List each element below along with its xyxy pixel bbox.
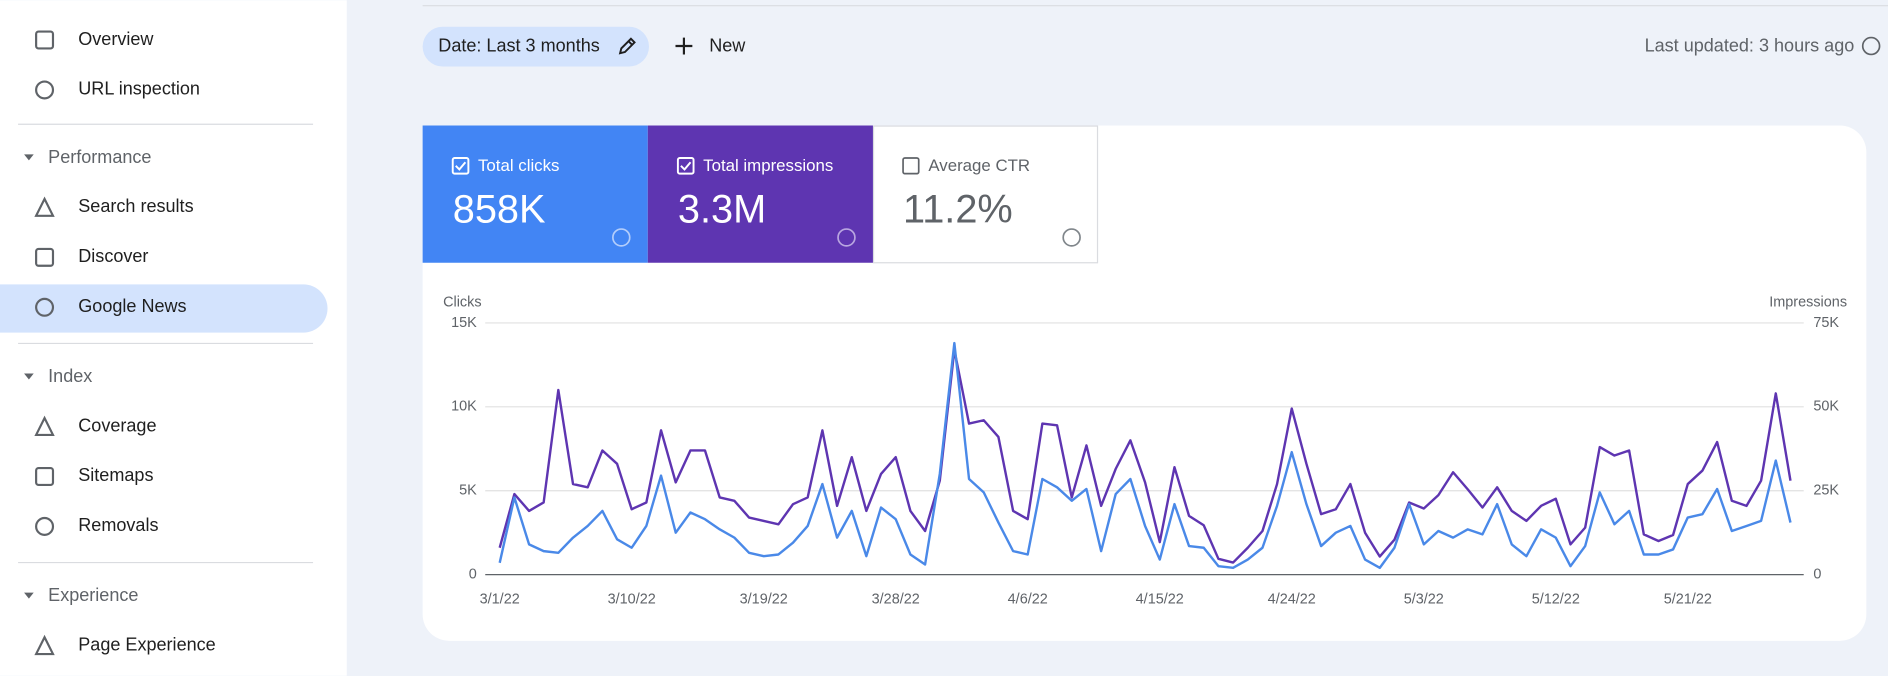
nav-selected — [0, 284, 328, 333]
y2-tick-label: 0 — [1813, 566, 1821, 582]
y-tick-label: 0 — [469, 566, 477, 582]
date-chip[interactable] — [422, 26, 649, 67]
help-icon[interactable] — [612, 228, 631, 247]
metric-value: 858K — [453, 188, 546, 232]
nav-item[interactable]: Sitemaps — [78, 465, 153, 485]
y2-axis-label: Impressions — [1769, 294, 1847, 310]
nav-item[interactable]: Google News — [78, 296, 186, 316]
x-tick-label: 4/6/22 — [1008, 592, 1048, 608]
y-axis-label: Clicks — [443, 294, 482, 310]
checkbox[interactable] — [451, 157, 470, 175]
section-caret — [24, 154, 34, 161]
metric-value: 3.3M — [678, 188, 766, 232]
help-icon[interactable] — [1062, 228, 1081, 247]
x-tick-label: 3/19/22 — [740, 592, 788, 608]
series-line — [498, 341, 1792, 570]
y-tick-label: 15K — [451, 315, 477, 331]
nav-item[interactable]: Page Experience — [78, 634, 215, 654]
x-tick-label: 5/12/22 — [1532, 592, 1580, 608]
nav-icon — [34, 415, 55, 437]
impressions-card[interactable] — [647, 125, 873, 263]
nav-icon — [35, 297, 55, 317]
add-icon — [675, 37, 693, 55]
nav-section[interactable]: Experience — [48, 585, 138, 605]
x-tick-label: 3/28/22 — [872, 592, 920, 608]
nav-icon — [34, 634, 55, 656]
x-tick-label: 4/15/22 — [1136, 592, 1184, 608]
nav-icon — [35, 466, 55, 486]
new-button[interactable]: New — [709, 35, 746, 55]
help-icon[interactable] — [1861, 36, 1881, 56]
nav-item[interactable]: Search results — [78, 196, 193, 216]
metric-label: Total clicks — [478, 156, 559, 175]
help-icon[interactable] — [837, 228, 856, 247]
sidebar — [0, 0, 347, 676]
date-chip-label: Date: Last 3 months — [438, 35, 600, 55]
y-tick-label: 5K — [459, 483, 477, 499]
y2-tick-label: 25K — [1813, 483, 1839, 499]
metric-label: Total impressions — [703, 156, 833, 175]
nav-icon — [35, 516, 55, 536]
y-tick-label: 10K — [451, 399, 477, 415]
nav-item[interactable]: Removals — [78, 515, 158, 535]
check — [680, 161, 692, 171]
section-caret — [24, 373, 34, 380]
nav-section[interactable]: Index — [48, 366, 92, 386]
nav-item[interactable]: Overview — [78, 29, 154, 49]
clicks-card[interactable] — [422, 125, 648, 263]
x-tick-label: 5/21/22 — [1664, 592, 1712, 608]
x-tick-label: 3/10/22 — [608, 592, 656, 608]
nav-icon — [35, 247, 55, 267]
y2-tick-label: 50K — [1813, 399, 1839, 415]
checkbox[interactable] — [676, 157, 695, 175]
section-caret — [24, 592, 34, 599]
x-tick-label: 4/24/22 — [1268, 592, 1316, 608]
checkbox[interactable] — [902, 157, 920, 175]
metric-label: Average CTR — [928, 156, 1030, 175]
nav-icon — [35, 30, 55, 50]
y2-tick-label: 75K — [1813, 315, 1839, 331]
last-updated: Last updated: 3 hours ago — [1645, 35, 1855, 55]
ctr-card[interactable] — [872, 125, 1099, 264]
edit-icon — [618, 37, 636, 55]
check — [455, 161, 467, 171]
nav-section[interactable]: Performance — [48, 147, 151, 167]
series-line — [498, 348, 1792, 564]
x-tick-label: 3/1/22 — [480, 592, 520, 608]
nav-icon — [35, 80, 55, 100]
metric-value: 11.2% — [903, 188, 1013, 232]
nav-item[interactable]: Discover — [78, 246, 148, 266]
nav-icon — [34, 196, 55, 217]
x-tick-label: 5/3/22 — [1404, 592, 1444, 608]
nav-item[interactable]: Coverage — [78, 415, 156, 435]
nav-item[interactable]: URL inspection — [78, 79, 200, 99]
